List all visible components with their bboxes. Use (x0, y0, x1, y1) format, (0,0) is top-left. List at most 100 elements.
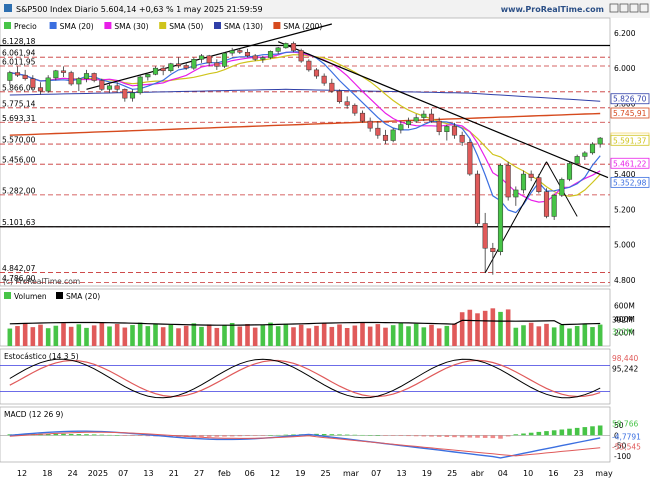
legend-label: SMA (200) (283, 22, 322, 31)
volume-bar (567, 328, 572, 346)
stochastic-d-value: 95,242 (612, 365, 638, 374)
price-tag (610, 107, 650, 119)
candle (252, 55, 258, 60)
legend-swatch (49, 22, 57, 29)
volume-bar (597, 324, 603, 346)
macd-histogram-bar (406, 435, 411, 437)
macd-histogram-bar (245, 435, 250, 436)
macd-histogram-bar (390, 435, 396, 436)
volume-bar (475, 313, 480, 346)
x-tick-label: mar (343, 469, 360, 478)
price-pane (0, 17, 611, 287)
macd-histogram-bar (268, 435, 273, 436)
price-tag (610, 134, 650, 146)
macd-histogram-bar (61, 433, 66, 436)
x-tick-label: 18 (42, 469, 52, 478)
legend-swatch (4, 22, 11, 29)
candle (83, 73, 90, 79)
volume-bar (84, 327, 89, 346)
volume-bar (245, 324, 250, 346)
candle (344, 101, 350, 106)
volume-bar (574, 325, 580, 346)
volume-bar (91, 325, 97, 346)
candle (413, 117, 419, 122)
grid-icon[interactable] (609, 3, 619, 13)
x-tick-label: 10 (523, 469, 533, 478)
app-logo-icon (4, 4, 12, 12)
candle (206, 55, 212, 64)
macd-histogram-bar (214, 435, 220, 437)
macd-histogram-bar (229, 435, 235, 437)
macd-histogram-bar (352, 434, 358, 436)
volume-bar (482, 310, 488, 346)
level-label: 5.693,31 (2, 114, 36, 123)
volume-bar (360, 323, 365, 346)
level-label: 6.128,18 (2, 37, 36, 46)
volume-bar (237, 326, 243, 346)
stochastic-pane (0, 348, 611, 405)
legend-label: SMA (20) (66, 292, 100, 301)
level-label: 5.570,00 (2, 136, 36, 145)
close-icon[interactable] (639, 3, 649, 13)
candle (214, 62, 220, 67)
macd-histogram-bar (375, 435, 381, 436)
macd-value: -4,7791 (612, 432, 641, 441)
candle (14, 72, 21, 76)
x-tick-label: 23 (574, 469, 584, 478)
candle (528, 173, 534, 178)
volume-bar (590, 327, 595, 346)
macd-histogram-bar (597, 425, 603, 436)
volume-bar (298, 324, 304, 346)
candle (221, 52, 228, 67)
volume-bar (7, 328, 13, 346)
candle (68, 72, 74, 85)
volume-bar (551, 327, 557, 346)
volume-bar (183, 325, 189, 346)
x-tick-label: 04 (498, 469, 508, 478)
macd-histogram-bar (222, 435, 227, 437)
macd-histogram-bar (567, 428, 572, 436)
volume-bar (390, 325, 396, 346)
candle (513, 189, 519, 198)
candle (45, 77, 51, 92)
candle (597, 137, 603, 145)
legend-label: SMA (30) (114, 22, 148, 31)
candle (421, 113, 427, 118)
stochastic-k-value: 98,440 (612, 354, 638, 363)
x-tick-label: may (595, 469, 613, 478)
x-tick-label: 21 (169, 469, 179, 478)
macd-histogram-bar (53, 433, 59, 436)
x-tick-label: 12 (270, 469, 280, 478)
macd-signal-value: -55,545 (612, 443, 641, 452)
macd-histogram-bar (452, 435, 457, 438)
volume-bar (176, 328, 181, 346)
volume-bar (459, 312, 465, 346)
macd-histogram-bar (398, 435, 404, 436)
volume-bar (398, 322, 404, 346)
minus-icon[interactable] (619, 3, 629, 13)
y-tick-label: 6.200 (614, 29, 636, 38)
macd-histogram-bar (513, 434, 519, 436)
macd-line (9, 430, 601, 459)
level-label: 5.456,00 (2, 156, 36, 165)
price-tag (610, 157, 650, 169)
macd-histogram-bar (436, 435, 442, 437)
volume-sma-line (9, 319, 601, 326)
volume-bar (107, 326, 112, 346)
volume-bar (314, 325, 319, 346)
volume-bar (114, 323, 120, 346)
candle (398, 124, 404, 131)
volume-bar (191, 323, 197, 346)
candle (114, 85, 120, 90)
macd-histogram-bar (260, 435, 266, 436)
candle (145, 74, 151, 78)
legend-label: Precio (14, 22, 37, 31)
legend-label: SMA (130) (224, 22, 263, 31)
volume-bar (413, 323, 419, 346)
maximize-icon[interactable] (629, 3, 639, 13)
macd-histogram-bar (559, 429, 565, 436)
macd-histogram-bar (314, 433, 319, 436)
y-tick-label: 200M (614, 329, 635, 338)
candle (490, 247, 496, 253)
volume-bar (559, 324, 565, 346)
